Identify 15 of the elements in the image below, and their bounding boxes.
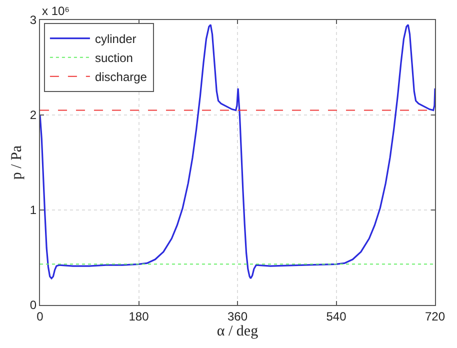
y-tick-label: 2: [30, 108, 37, 122]
x-tick-label: 180: [128, 309, 150, 324]
legend-label: discharge: [94, 70, 148, 84]
legend-label: cylinder: [94, 32, 136, 46]
y-tick-label: 0: [30, 298, 37, 312]
y-tick-label: 3: [30, 13, 37, 28]
x-tick-label: 540: [326, 309, 347, 324]
x-tick-label: 360: [227, 309, 248, 324]
y-axis-title: p / Pa: [9, 145, 26, 180]
y-tick-label: 1: [30, 203, 37, 218]
x-axis-title: α / deg: [216, 323, 259, 340]
x-tick-label: 720: [424, 309, 446, 324]
text: x 10⁶: [42, 4, 70, 18]
legend-label: suction: [94, 51, 133, 66]
line-series: [40, 24, 435, 280]
